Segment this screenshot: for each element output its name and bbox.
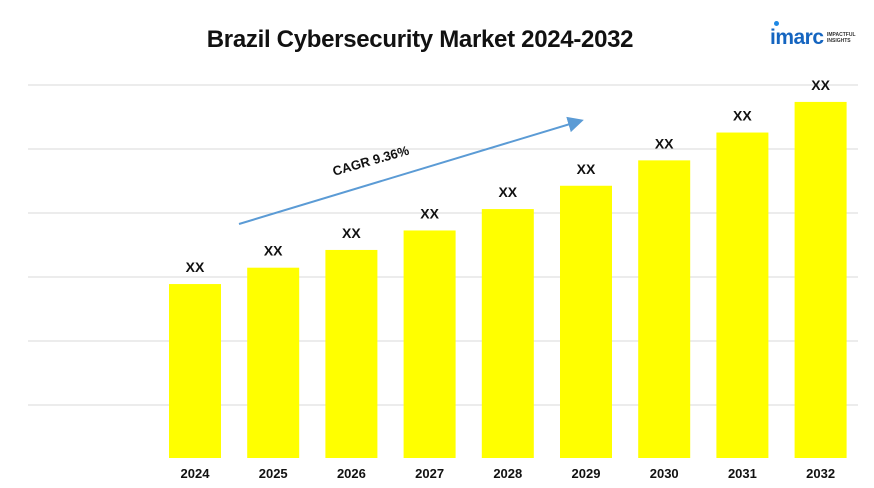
logo-wordmark: imarc [770,26,824,49]
logo-tagline: IMPACTFUL INSIGHTS [827,32,856,44]
data-label-2025: XX [264,243,283,259]
imarc-logo: imarc IMPACTFUL INSIGHTS [770,18,862,54]
data-labels: XX XX XX XX XX XX XX XX XX [186,77,831,275]
data-label-2029: XX [577,161,596,177]
cagr-annotation: CAGR 9.36% [238,116,584,225]
x-tick-2027: 2027 [415,466,444,481]
data-label-2031: XX [733,108,752,124]
x-tick-2024: 2024 [181,466,211,481]
x-tick-2030: 2030 [650,466,679,481]
bar-2026 [325,249,378,458]
cagr-arrow-icon [238,116,584,225]
x-tick-2028: 2028 [493,466,522,481]
logo-dot-icon [774,21,779,26]
x-tick-labels: 2024 2025 2026 2027 2028 2029 2030 2031 2032 [181,466,836,481]
x-tick-2026: 2026 [337,466,366,481]
data-label-2028: XX [498,184,517,200]
bar-2027 [403,230,456,458]
bar-2032 [794,101,847,458]
bar-2024 [169,284,221,458]
x-tick-2025: 2025 [259,466,288,481]
cagr-label: CAGR 9.36% [331,142,411,178]
bar-2028 [481,209,534,458]
bar-2025 [247,267,300,458]
data-label-2027: XX [420,205,439,221]
bar-2030 [638,160,691,458]
x-tick-2032: 2032 [806,466,835,481]
bars [169,101,847,458]
data-label-2032: XX [811,77,830,93]
x-tick-2031: 2031 [728,466,757,481]
bar-2029 [560,185,612,458]
chart-title: Brazil Cybersecurity Market 2024-2032 [206,26,634,53]
data-label-2030: XX [655,135,674,151]
data-label-2026: XX [342,225,361,241]
x-tick-2029: 2029 [572,466,601,481]
data-label-2024: XX [186,259,205,275]
bar-2031 [716,132,769,458]
